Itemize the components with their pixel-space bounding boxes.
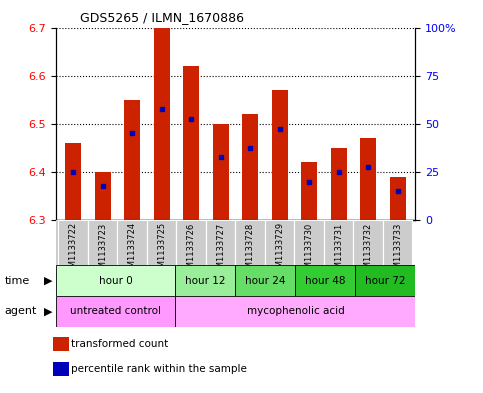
Bar	[265, 220, 295, 265]
Bar	[360, 138, 376, 220]
Text: hour 12: hour 12	[185, 275, 226, 286]
Bar	[206, 220, 236, 265]
Bar	[383, 220, 412, 265]
Bar	[236, 265, 296, 296]
Bar	[117, 220, 147, 265]
Bar	[95, 172, 111, 220]
Bar	[154, 28, 170, 220]
Text: GSM1133723: GSM1133723	[98, 222, 107, 279]
Bar	[295, 220, 324, 265]
Text: GSM1133724: GSM1133724	[128, 222, 137, 279]
Bar	[56, 296, 175, 327]
Bar	[175, 296, 415, 327]
Bar	[213, 124, 229, 220]
Bar	[53, 337, 69, 351]
Bar	[271, 90, 288, 220]
Text: transformed count: transformed count	[71, 339, 169, 349]
Text: GSM1133728: GSM1133728	[246, 222, 255, 279]
Bar	[176, 220, 206, 265]
Text: mycophenolic acid: mycophenolic acid	[246, 306, 344, 316]
Text: GSM1133729: GSM1133729	[275, 222, 284, 279]
Text: GSM1133722: GSM1133722	[69, 222, 78, 279]
Text: hour 72: hour 72	[365, 275, 406, 286]
Text: hour 24: hour 24	[245, 275, 286, 286]
Text: ▶: ▶	[43, 275, 52, 286]
Bar	[242, 114, 258, 220]
Bar	[301, 162, 317, 220]
Bar	[330, 148, 347, 220]
Bar	[56, 265, 175, 296]
Text: percentile rank within the sample: percentile rank within the sample	[71, 364, 247, 375]
Bar	[354, 220, 383, 265]
Text: GSM1133731: GSM1133731	[334, 222, 343, 279]
Text: GSM1133725: GSM1133725	[157, 222, 166, 279]
Bar	[124, 100, 141, 220]
Bar	[296, 265, 355, 296]
Text: untreated control: untreated control	[70, 306, 161, 316]
Bar	[236, 220, 265, 265]
Text: GSM1133732: GSM1133732	[364, 222, 373, 279]
Bar	[147, 220, 176, 265]
Bar	[355, 265, 415, 296]
Text: hour 48: hour 48	[305, 275, 346, 286]
Text: hour 0: hour 0	[99, 275, 132, 286]
Bar	[58, 220, 88, 265]
Bar	[175, 265, 236, 296]
Bar	[183, 66, 199, 220]
Text: GSM1133733: GSM1133733	[393, 222, 402, 279]
Bar	[324, 220, 354, 265]
Text: time: time	[5, 275, 30, 286]
Text: GDS5265 / ILMN_1670886: GDS5265 / ILMN_1670886	[80, 11, 244, 24]
Bar	[88, 220, 117, 265]
Text: GSM1133727: GSM1133727	[216, 222, 225, 279]
Text: GSM1133726: GSM1133726	[187, 222, 196, 279]
Bar	[53, 362, 69, 376]
Text: ▶: ▶	[43, 306, 52, 316]
Text: agent: agent	[5, 306, 37, 316]
Text: GSM1133730: GSM1133730	[305, 222, 313, 279]
Bar	[65, 143, 81, 220]
Bar	[390, 177, 406, 220]
